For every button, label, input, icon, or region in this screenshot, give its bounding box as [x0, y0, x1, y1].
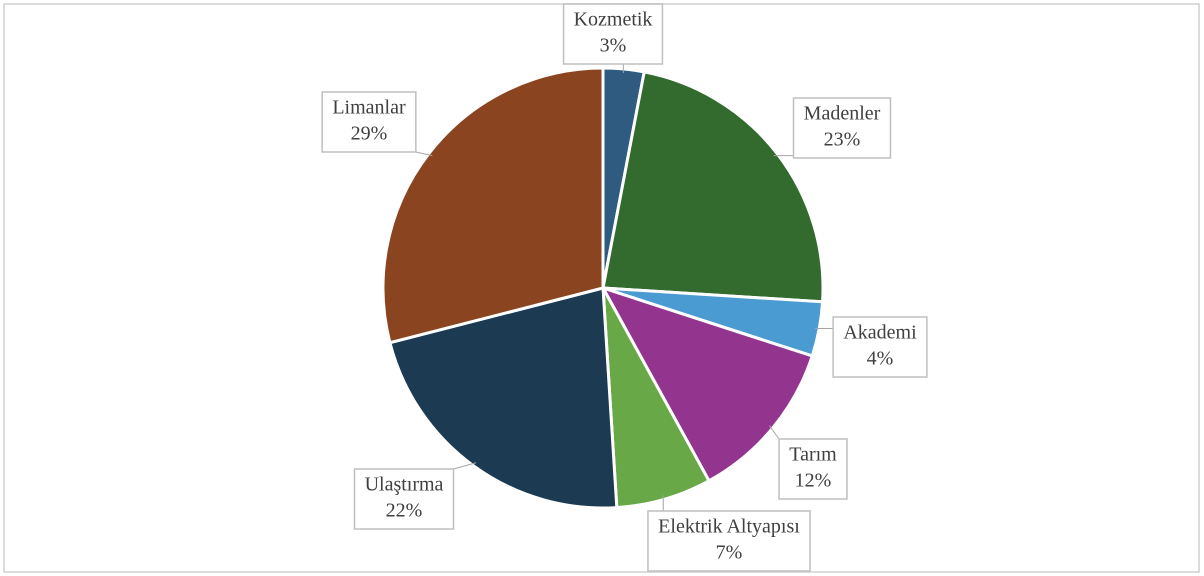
label-category: Limanlar — [332, 97, 406, 119]
label-category: Akademi — [843, 322, 917, 344]
label-box — [321, 91, 417, 153]
data-label: Madenler 23% — [773, 97, 892, 159]
label-value: 4% — [867, 348, 894, 370]
label-category: Madenler — [804, 103, 881, 125]
label-category: Kozmetik — [574, 9, 653, 31]
pie-slice — [601, 70, 825, 304]
pie-slice — [599, 285, 815, 483]
data-label: Elektrik Altyapısı 7% — [647, 495, 811, 572]
label-box — [562, 3, 664, 65]
leader-line — [769, 425, 780, 440]
data-label: Limanlar 29% — [321, 91, 433, 157]
data-label: Ulaştırma 22% — [353, 462, 477, 530]
label-value: 12% — [795, 470, 832, 492]
pie-slice — [381, 66, 605, 345]
label-box — [792, 97, 892, 159]
data-label: Kozmetik 3% — [562, 3, 664, 73]
label-category: Elektrik Altyapısı — [658, 516, 800, 538]
label-box — [832, 316, 928, 378]
data-label: Tarım 12% — [769, 425, 848, 500]
label-value: 22% — [386, 500, 423, 522]
label-box — [353, 468, 455, 530]
label-value: 29% — [351, 123, 388, 145]
label-category: Tarım — [789, 444, 837, 466]
leader-line — [415, 151, 433, 157]
pie-slice — [388, 286, 619, 510]
data-label: Akademi 4% — [815, 316, 928, 378]
label-box — [647, 510, 811, 572]
label-value: 23% — [824, 129, 861, 151]
label-box — [778, 438, 848, 500]
label-category: Ulaştırma — [365, 474, 444, 496]
label-value: 7% — [716, 542, 743, 564]
label-value: 3% — [600, 35, 627, 57]
leader-line — [453, 462, 477, 470]
